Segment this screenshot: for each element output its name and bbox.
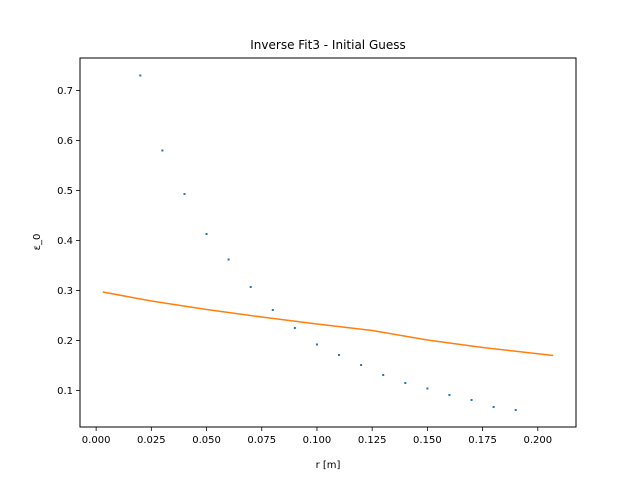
y-tick-label: 0.6 — [57, 136, 73, 147]
data-point — [404, 382, 407, 384]
data-point — [161, 149, 164, 152]
data-point — [338, 354, 341, 356]
x-tick-label: 0.100 — [303, 435, 332, 446]
y-tick-label: 0.1 — [57, 386, 73, 397]
y-axis-label: ε_0 — [32, 234, 43, 251]
x-axis: 0.000 0.025 0.050 0.075 0.100 0.125 0.150 0.175… — [82, 427, 552, 446]
x-tick-label: 0.175 — [468, 435, 497, 446]
data-point — [426, 387, 429, 390]
data-point — [360, 364, 363, 366]
x-tick-label: 0.000 — [82, 435, 111, 446]
data-point — [271, 309, 274, 311]
data-point — [470, 399, 473, 401]
y-tick-label: 0.4 — [57, 236, 73, 247]
chart-title: Inverse Fit3 - Initial Guess — [250, 38, 405, 52]
x-tick-label: 0.025 — [137, 435, 166, 446]
data-point — [293, 327, 296, 329]
x-tick-label: 0.150 — [413, 435, 442, 446]
data-point — [249, 286, 252, 288]
x-tick-label: 0.075 — [247, 435, 276, 446]
data-point — [315, 343, 318, 346]
y-tick-label: 0.3 — [57, 286, 73, 297]
data-point — [139, 74, 142, 77]
data-point — [183, 193, 186, 195]
x-tick-label: 0.125 — [358, 435, 387, 446]
y-tick-label: 0.7 — [57, 86, 73, 97]
data-point — [448, 394, 451, 396]
y-axis: 0.1 0.2 0.3 0.4 0.5 0.6 0.7 — [57, 86, 80, 397]
x-axis-label: r [m] — [316, 460, 341, 471]
data-point — [205, 233, 208, 235]
y-tick-label: 0.5 — [57, 186, 73, 197]
data-point — [514, 409, 517, 411]
x-tick-label: 0.200 — [523, 435, 552, 446]
y-tick-label: 0.2 — [57, 336, 73, 347]
x-tick-label: 0.050 — [192, 435, 221, 446]
data-point — [492, 406, 495, 408]
plot-frame — [79, 57, 577, 428]
plot-marks — [102, 74, 554, 411]
data-point — [227, 258, 230, 261]
data-point — [382, 374, 385, 376]
series-line-1 — [102, 291, 554, 357]
